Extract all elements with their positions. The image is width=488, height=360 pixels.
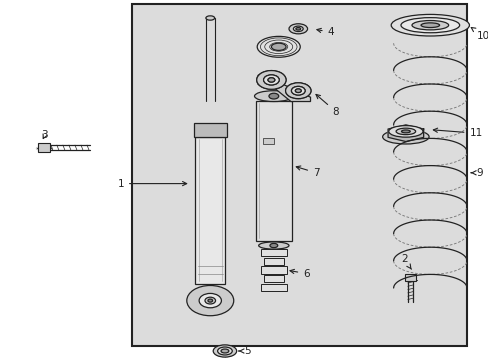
Text: 11: 11 (432, 128, 482, 138)
FancyBboxPatch shape (193, 123, 226, 137)
FancyBboxPatch shape (255, 101, 292, 241)
Ellipse shape (207, 299, 212, 302)
Ellipse shape (293, 26, 303, 31)
FancyBboxPatch shape (405, 274, 415, 281)
FancyBboxPatch shape (264, 258, 283, 265)
Ellipse shape (204, 297, 215, 304)
Ellipse shape (269, 243, 277, 248)
FancyBboxPatch shape (263, 138, 273, 144)
Text: 10: 10 (470, 27, 488, 41)
FancyBboxPatch shape (261, 284, 286, 291)
Ellipse shape (291, 86, 305, 95)
Ellipse shape (285, 83, 310, 99)
Polygon shape (387, 125, 423, 141)
Ellipse shape (205, 16, 214, 20)
Text: 4: 4 (316, 27, 334, 37)
FancyBboxPatch shape (132, 4, 466, 346)
Ellipse shape (271, 43, 285, 50)
Ellipse shape (267, 78, 274, 82)
Ellipse shape (256, 71, 285, 89)
Ellipse shape (288, 24, 307, 34)
Ellipse shape (254, 91, 292, 102)
Ellipse shape (267, 78, 274, 82)
Ellipse shape (295, 28, 300, 30)
Ellipse shape (400, 18, 459, 33)
Ellipse shape (420, 23, 439, 27)
Ellipse shape (390, 14, 468, 36)
Ellipse shape (295, 89, 301, 93)
Ellipse shape (382, 130, 428, 144)
FancyBboxPatch shape (261, 266, 286, 274)
Ellipse shape (199, 293, 221, 308)
Ellipse shape (217, 347, 232, 355)
FancyBboxPatch shape (38, 143, 50, 152)
Ellipse shape (258, 242, 288, 249)
Text: 2: 2 (400, 254, 410, 269)
Ellipse shape (401, 130, 409, 133)
Ellipse shape (213, 345, 236, 357)
Ellipse shape (285, 83, 310, 99)
FancyBboxPatch shape (195, 137, 225, 284)
Ellipse shape (186, 285, 233, 316)
Ellipse shape (257, 36, 300, 57)
Ellipse shape (263, 75, 279, 85)
Ellipse shape (221, 349, 228, 353)
Ellipse shape (256, 71, 285, 89)
Ellipse shape (388, 126, 422, 137)
Text: 8: 8 (315, 94, 339, 117)
Ellipse shape (263, 75, 279, 85)
FancyBboxPatch shape (261, 249, 286, 256)
Text: 9: 9 (470, 168, 483, 178)
Text: 5: 5 (239, 346, 251, 356)
Text: 7: 7 (296, 166, 319, 178)
Text: 1: 1 (117, 179, 186, 189)
Ellipse shape (268, 93, 278, 99)
Ellipse shape (295, 89, 301, 93)
Ellipse shape (291, 86, 305, 95)
Polygon shape (258, 75, 310, 102)
Ellipse shape (395, 128, 415, 135)
Text: 6: 6 (289, 269, 309, 279)
FancyBboxPatch shape (264, 275, 283, 282)
Text: 3: 3 (41, 130, 48, 140)
Ellipse shape (411, 21, 447, 30)
